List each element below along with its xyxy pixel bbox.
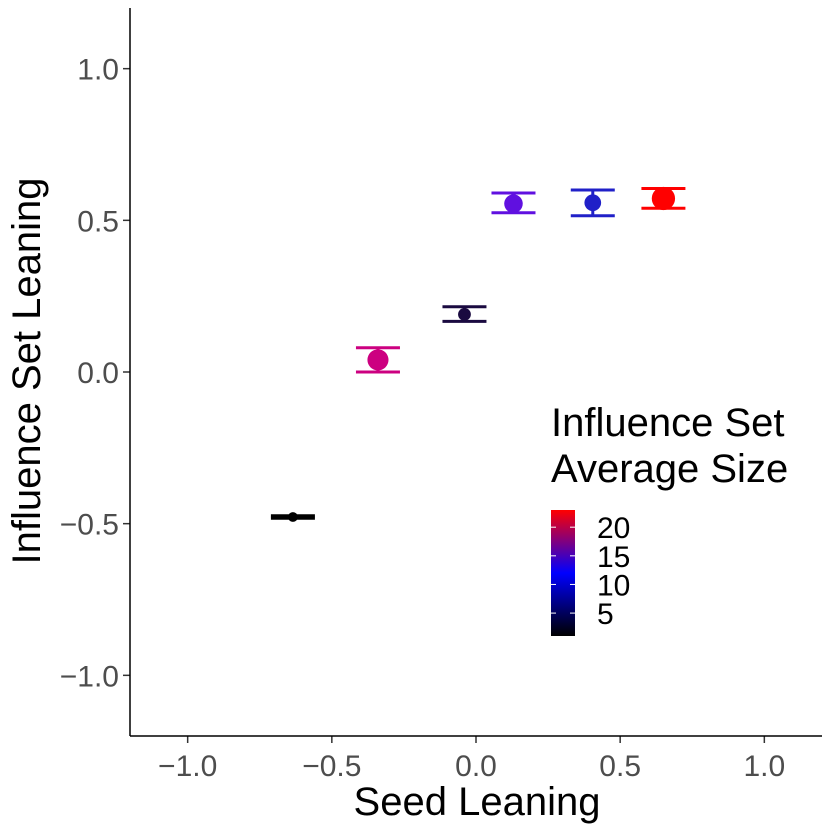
x-axis-title: Seed Leaning xyxy=(354,780,601,824)
x-tick-label: −0.5 xyxy=(302,750,361,783)
x-axis-ticks: −1.0 −0.5 0.0 0.5 1.0 xyxy=(158,736,785,783)
data-point-group xyxy=(491,191,536,215)
data-point-group xyxy=(641,186,686,211)
data-point-group xyxy=(442,305,487,323)
data-point xyxy=(288,512,298,522)
data-point-group xyxy=(270,512,315,522)
legend-title-line-1: Influence Set xyxy=(551,401,785,445)
y-tick-label: −0.5 xyxy=(60,509,119,542)
x-tick-label: 0.5 xyxy=(599,750,641,783)
data-point xyxy=(584,194,602,212)
x-tick-label: −1.0 xyxy=(158,750,217,783)
x-tick-label: 1.0 xyxy=(743,750,785,783)
y-tick-label: 1.0 xyxy=(77,54,119,87)
x-tick-label: 0.0 xyxy=(455,750,497,783)
legend-break-label: 10 xyxy=(597,569,630,602)
data-point-group xyxy=(355,346,400,374)
legend-break-label: 5 xyxy=(597,598,614,631)
y-axis-title: Influence Set Leaning xyxy=(5,178,49,565)
legend-break-label: 15 xyxy=(597,541,630,574)
data-point xyxy=(504,194,523,213)
data-points xyxy=(270,186,686,522)
legend-color-bar xyxy=(551,510,575,636)
data-point-group xyxy=(570,188,615,218)
y-tick-label: −1.0 xyxy=(60,660,119,693)
y-tick-label: 0.5 xyxy=(77,205,119,238)
legend-break-label: 20 xyxy=(597,512,630,545)
data-point xyxy=(458,307,471,321)
y-axis-ticks: −1.0 −0.5 0.0 0.5 1.0 xyxy=(60,54,130,693)
data-point xyxy=(651,186,676,211)
y-tick-label: 0.0 xyxy=(77,357,119,390)
legend-title-line-2: Average Size xyxy=(551,447,788,491)
data-point xyxy=(367,349,389,371)
